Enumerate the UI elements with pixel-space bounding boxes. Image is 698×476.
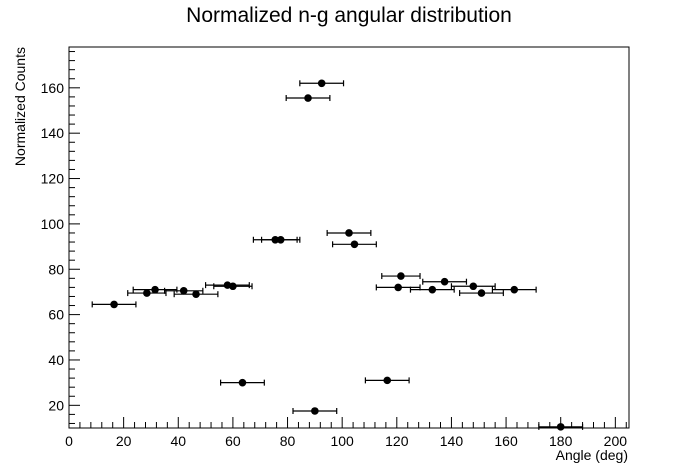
y-tick-label: 80 (48, 261, 64, 277)
x-tick-label: 60 (225, 433, 241, 449)
point-marker (477, 289, 486, 297)
y-tick-label: 100 (41, 216, 65, 232)
x-tick-label: 180 (549, 433, 573, 449)
data-point (299, 79, 345, 88)
data-point (422, 277, 468, 286)
point-marker (317, 79, 326, 88)
point-marker (428, 285, 437, 294)
plot-frame (68, 46, 630, 429)
data-point (91, 300, 137, 309)
data-point (450, 282, 496, 291)
point-marker (311, 407, 319, 415)
point-marker (179, 286, 188, 295)
point-marker (510, 285, 519, 294)
data-point (204, 281, 250, 289)
data-point (213, 282, 253, 291)
x-tick-label: 40 (170, 433, 186, 449)
data-point (491, 285, 537, 294)
data-point (285, 94, 331, 102)
y-tick-label: 120 (41, 171, 65, 187)
x-axis-label: Angle (deg) (556, 447, 628, 463)
point-marker (345, 229, 353, 237)
point-marker (229, 282, 237, 291)
y-tick-label: 20 (48, 397, 64, 413)
point-marker (397, 272, 405, 280)
y-axis-label: Normalized Counts (12, 47, 28, 166)
point-marker (383, 376, 392, 385)
data-point (381, 272, 421, 280)
point-marker (192, 290, 200, 298)
point-marker (350, 240, 359, 249)
y-tick-label: 40 (48, 352, 64, 368)
data-point (364, 376, 410, 385)
x-tick-label: 200 (604, 433, 628, 449)
point-marker (151, 285, 159, 294)
data-point (538, 423, 584, 431)
data-point (173, 290, 219, 298)
data-point (332, 240, 377, 249)
point-marker (238, 378, 247, 387)
data-point (132, 285, 178, 294)
point-marker (394, 283, 402, 292)
point-marker (143, 289, 151, 297)
chart-title: Normalized n-g angular distribution (186, 4, 512, 27)
data-point (409, 285, 455, 294)
data-point (459, 289, 504, 297)
point-marker (304, 94, 312, 102)
x-tick-label: 160 (494, 433, 518, 449)
point-marker (556, 423, 565, 431)
y-tick-label: 60 (48, 307, 64, 323)
data-point (260, 235, 301, 244)
point-marker (110, 300, 118, 309)
x-tick-label: 100 (330, 433, 354, 449)
x-tick-label: 120 (385, 433, 409, 449)
y-tick-label: 160 (41, 80, 65, 96)
x-tick-label: 80 (280, 433, 296, 449)
x-axis: 0 20 40 60 80 100 120 140 160 180 200 (65, 417, 627, 449)
data-point (326, 229, 372, 237)
data-point (220, 378, 265, 387)
y-axis: 20 40 60 80 100 120 140 160 (41, 51, 80, 424)
x-tick-label: 0 (65, 433, 73, 449)
y-tick-label: 140 (41, 125, 65, 141)
data-points (91, 79, 584, 431)
x-tick-label: 140 (440, 433, 464, 449)
point-marker (469, 282, 478, 291)
point-marker (440, 277, 449, 286)
x-tick-label: 20 (116, 433, 132, 449)
point-marker (276, 235, 285, 244)
data-point (292, 407, 338, 415)
